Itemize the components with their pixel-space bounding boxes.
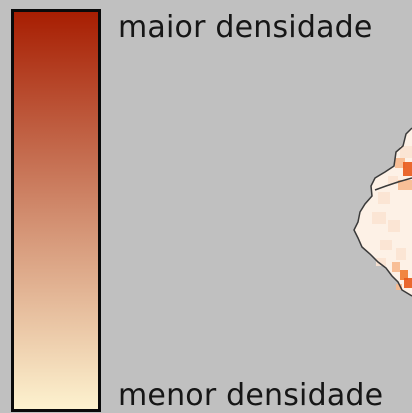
map-density-cell — [378, 192, 390, 204]
map-density-cell — [372, 212, 386, 224]
map-density-cell — [380, 240, 392, 250]
map-density-cell — [366, 232, 376, 242]
map-density-cell — [396, 284, 402, 290]
map-density-cell — [398, 180, 412, 190]
legend-color-ramp — [11, 9, 101, 412]
map-density-cell — [400, 146, 412, 158]
map-density-cell — [388, 220, 400, 232]
map-internal-border — [374, 177, 412, 191]
map-density-cell — [376, 258, 386, 266]
map-density-cell — [403, 162, 412, 176]
map-density-cell — [395, 158, 405, 168]
map-region-border — [353, 127, 412, 297]
map-region-outline — [353, 127, 412, 297]
map-density-cell — [400, 270, 408, 280]
map-density-cell — [392, 196, 406, 210]
map-density-cell — [388, 176, 398, 184]
map-density-cell — [396, 248, 406, 260]
legend-min-label: menor densidade — [118, 378, 384, 413]
legend-max-label: maior densidade — [118, 10, 373, 45]
map-density-cell — [404, 278, 412, 288]
map-density-cell — [392, 262, 400, 272]
